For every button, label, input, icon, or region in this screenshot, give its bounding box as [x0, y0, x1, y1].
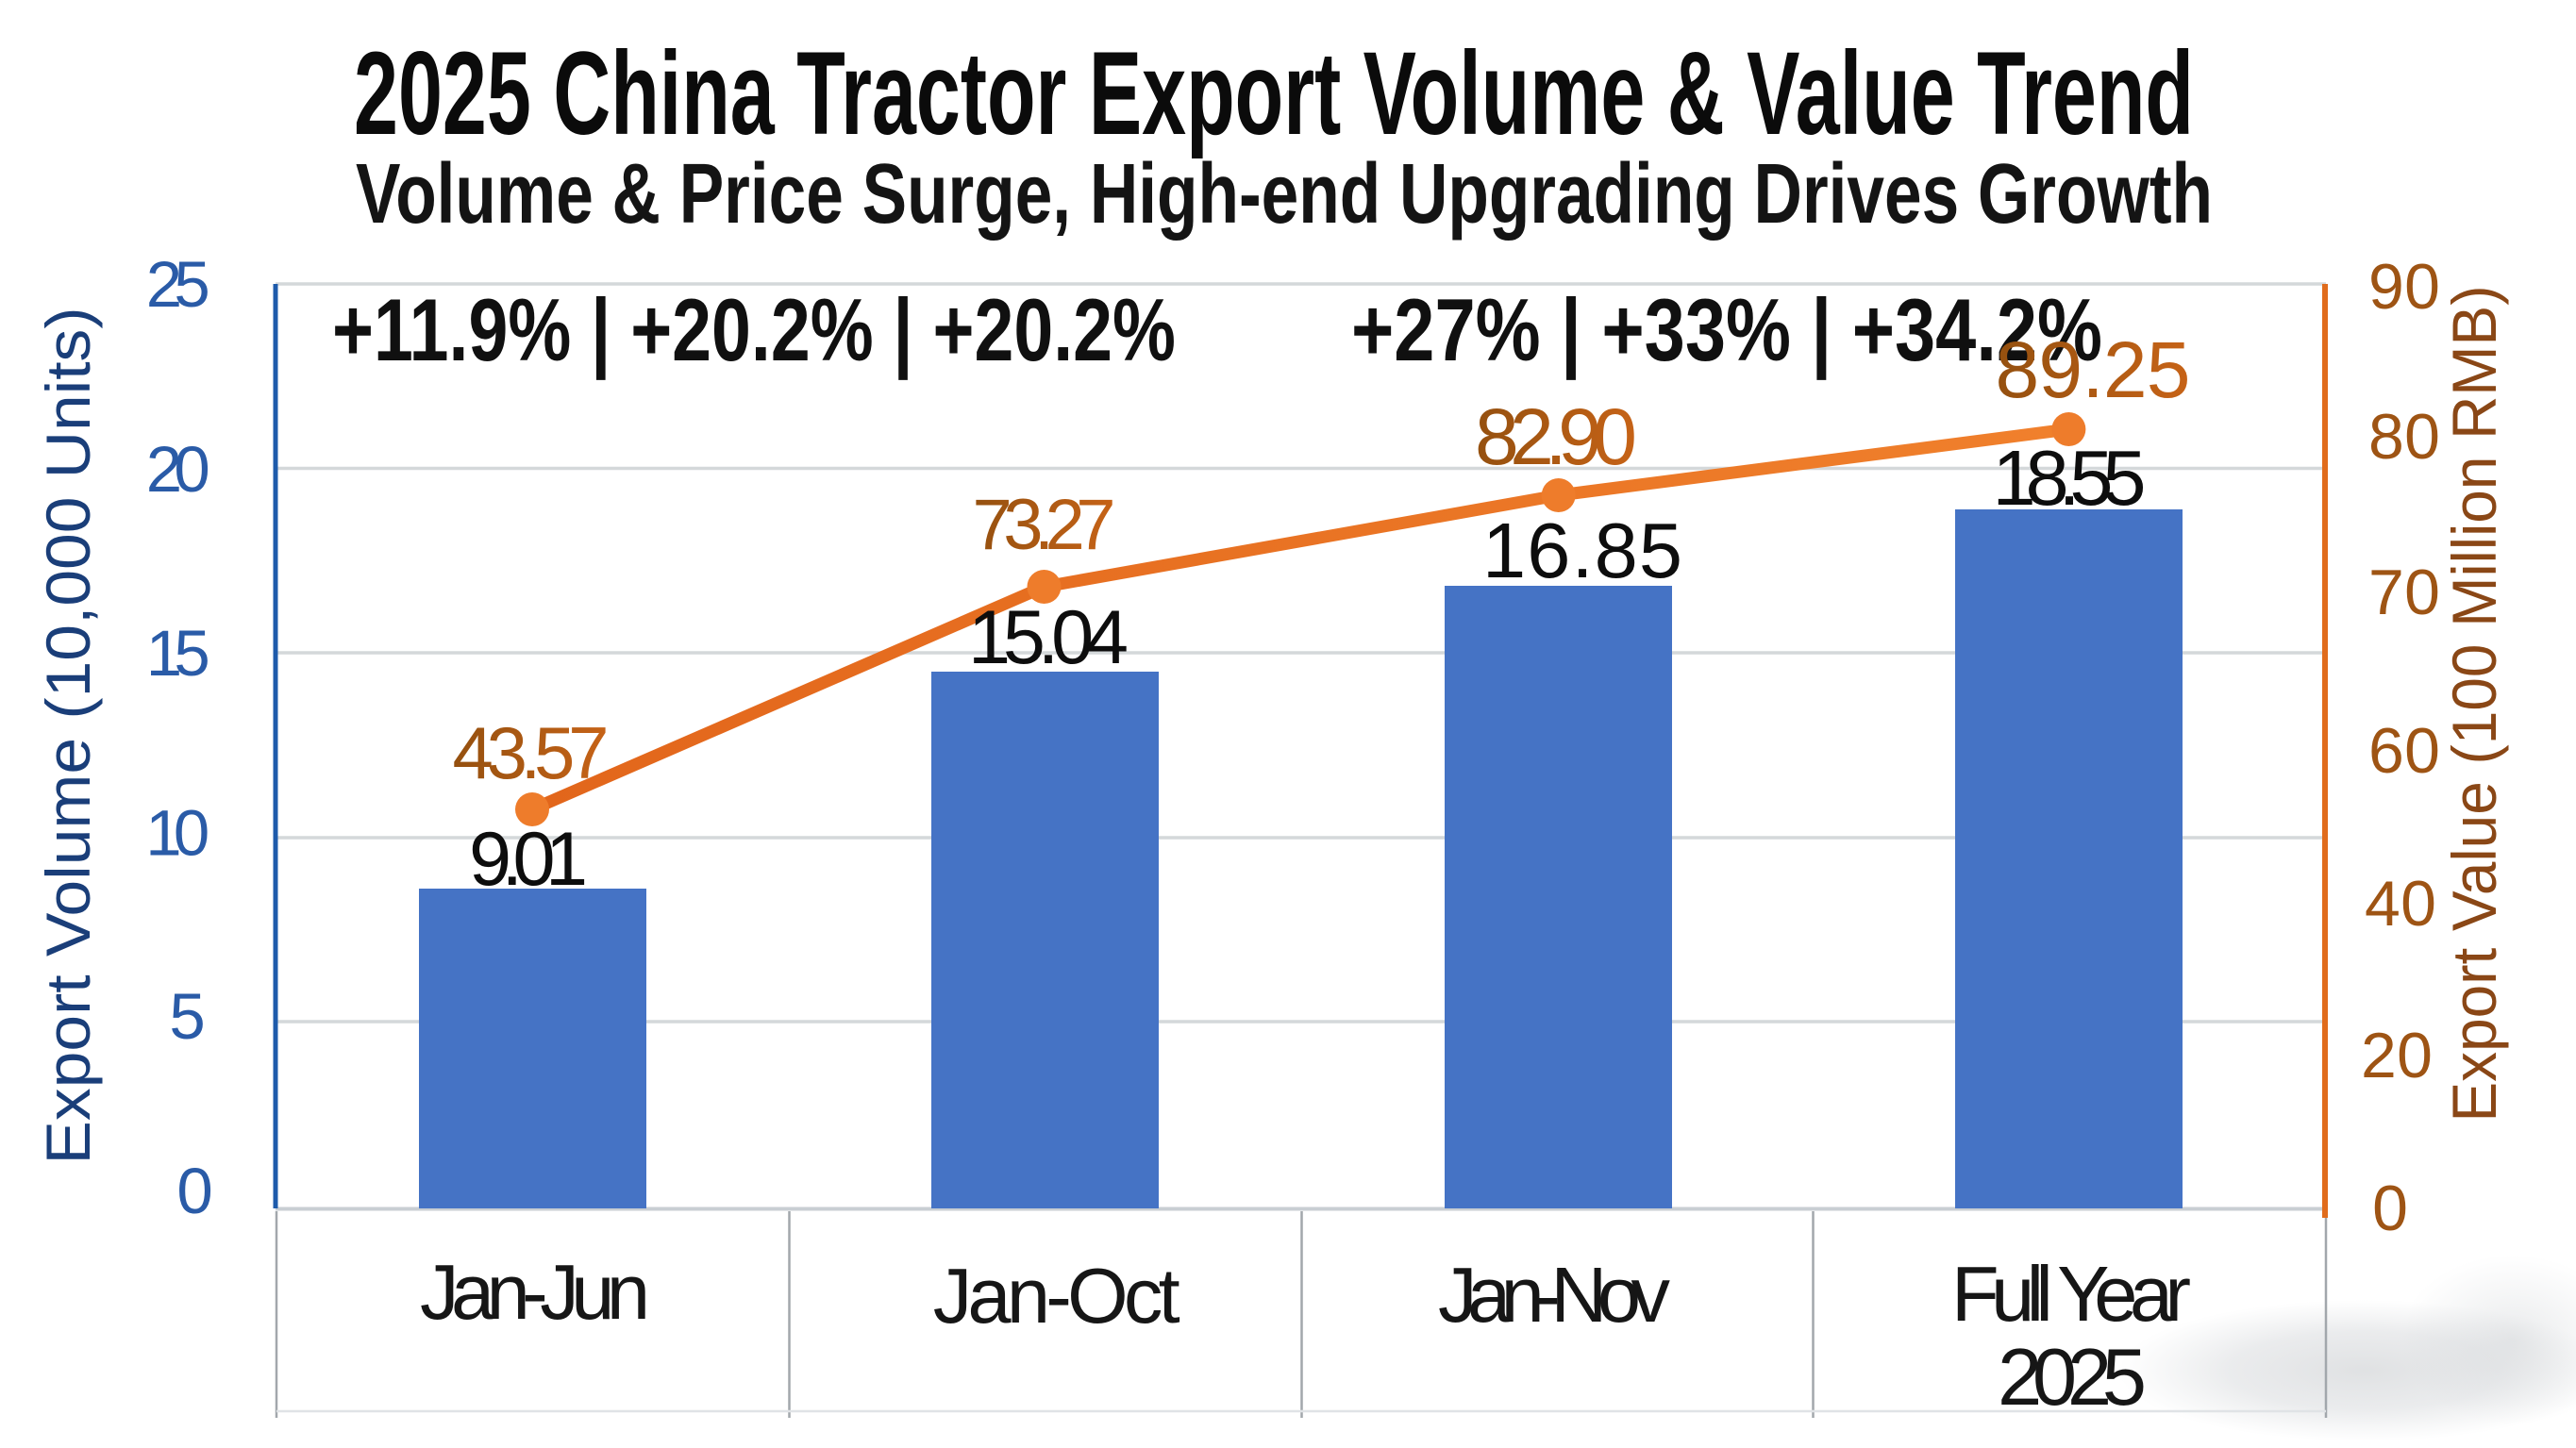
svg-text:18.55: 18.55: [1993, 434, 2147, 522]
svg-text:0: 0: [176, 1155, 212, 1227]
svg-text:10: 10: [145, 797, 209, 870]
svg-text:2025: 2025: [1998, 1333, 2147, 1423]
svg-text:+11.9% | +20.2% | +20.2%: +11.9% | +20.2% | +20.2%: [332, 280, 1176, 380]
svg-text:Volume & Price Surge, High-end: Volume & Price Surge, High-end Upgrading…: [356, 147, 2213, 241]
svg-text:89.25: 89.25: [1996, 325, 2191, 414]
svg-text:73.27: 73.27: [973, 485, 1116, 565]
svg-text:16.85: 16.85: [1482, 507, 1682, 594]
svg-text:80: 80: [2368, 401, 2440, 473]
svg-text:Full Year: Full Year: [1951, 1250, 2191, 1338]
svg-text:9.01: 9.01: [469, 817, 588, 902]
svg-text:+27% | +33% | +34.2%: +27% | +33% | +34.2%: [1351, 280, 2102, 380]
svg-text:20: 20: [146, 433, 210, 506]
svg-text:40: 40: [2365, 868, 2436, 940]
svg-text:Jan-Oct: Jan-Oct: [933, 1252, 1180, 1340]
svg-text:5: 5: [169, 980, 205, 1053]
svg-text:Jan-Nov: Jan-Nov: [1438, 1251, 1671, 1339]
svg-text:43.57: 43.57: [453, 711, 610, 794]
svg-text:25: 25: [146, 248, 210, 321]
svg-text:90: 90: [2368, 251, 2440, 323]
svg-text:2025 China Tractor Export Volu: 2025 China Tractor Export Volume & Value…: [354, 28, 2194, 159]
svg-text:15: 15: [146, 617, 210, 690]
svg-text:20: 20: [2361, 1020, 2433, 1091]
svg-text:Export Value (100 Million RMB): Export Value (100 Million RMB): [2439, 286, 2509, 1123]
svg-text:82.90: 82.90: [1475, 392, 1637, 481]
svg-text:Export Volume (10,000 Units): Export Volume (10,000 Units): [33, 307, 103, 1164]
svg-text:0: 0: [2372, 1173, 2408, 1244]
svg-text:Jan-Jun: Jan-Jun: [420, 1248, 650, 1336]
svg-text:15.04: 15.04: [968, 595, 1129, 680]
svg-text:70: 70: [2368, 557, 2440, 628]
svg-text:60: 60: [2368, 715, 2440, 787]
